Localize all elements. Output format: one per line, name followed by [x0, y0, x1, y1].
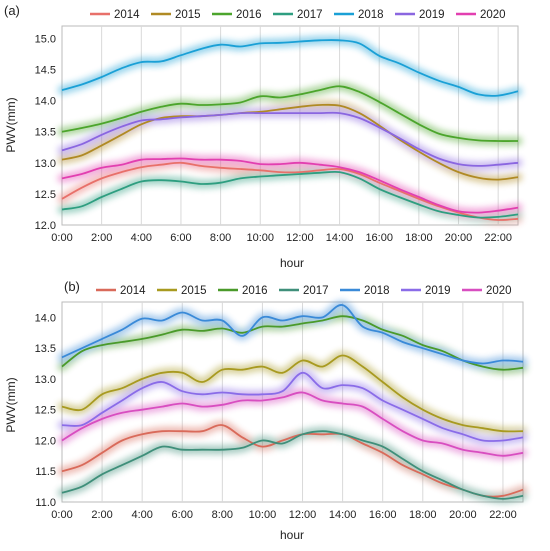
series-line-2019 [61, 371, 524, 442]
y-tick-label: 12.5 [35, 405, 56, 417]
series-line-2018 [61, 304, 524, 365]
legend-label-2017: 2017 [303, 285, 329, 297]
series-glow-2018 [57, 35, 523, 101]
series-line-2020 [61, 391, 524, 457]
x-tick-label: 0:00 [51, 509, 72, 521]
x-tick-label: 4:00 [131, 232, 152, 244]
y-tick-label: 12.0 [35, 220, 56, 232]
x-tick-label: 10:00 [249, 509, 277, 521]
series-line-2019 [61, 111, 519, 167]
x-tick-label: 6:00 [170, 232, 191, 244]
y-tick-label: 12.5 [35, 189, 56, 201]
x-ticks-b: 0:00 2:00 4:00 6:00 8:00 10:00 12:00 14:00 16:00… [51, 509, 516, 521]
legend-label-2015: 2015 [175, 9, 201, 21]
y-tick-label: 13.0 [35, 374, 56, 386]
x-tick-label: 18:00 [409, 509, 437, 521]
x-tick-label: 0:00 [51, 232, 72, 244]
y-tick-label: 12.0 [35, 435, 56, 447]
series-line-2017 [61, 170, 519, 219]
legend-label-2017: 2017 [297, 9, 323, 21]
x-tick-label: 2:00 [91, 232, 112, 244]
y-tick-label: 14.5 [35, 65, 56, 77]
x-tick-label: 6:00 [172, 509, 193, 521]
y-tick-label: 13.5 [35, 343, 56, 355]
glow-b [57, 300, 528, 504]
x-tick-label: 22:00 [489, 509, 517, 521]
panel-a: (a) 2014 2015 2016 2017 2018 2019 2020 12.012.… [4, 3, 523, 270]
panel-a-label: (a) [4, 3, 20, 18]
legend-label-2020: 2020 [480, 9, 506, 21]
x-tick-label: 18:00 [405, 232, 433, 244]
legend-label-2019: 2019 [419, 9, 445, 21]
y-tick-label: 11.0 [35, 497, 56, 509]
x-tick-label: 22:00 [484, 232, 512, 244]
y-axis-label-a: PWV(mm) [4, 97, 18, 152]
y-tick-label: 13.5 [35, 127, 56, 139]
y-tick-label: 14.0 [35, 96, 56, 108]
x-axis-label-b: hour [280, 528, 304, 542]
series-line-2014 [61, 161, 519, 221]
x-tick-label: 20:00 [445, 232, 473, 244]
x-tick-label: 12:00 [289, 509, 317, 521]
x-axis-label-a: hour [280, 256, 304, 270]
y-tick-label: 11.5 [35, 466, 56, 478]
series-line-2014 [61, 424, 524, 498]
series-line-2015 [61, 103, 519, 181]
series-line-2016 [61, 85, 519, 142]
x-tick-label: 2:00 [91, 509, 112, 521]
legend-label-2018: 2018 [364, 285, 390, 297]
grid-a [101, 26, 499, 225]
x-tick-label: 16:00 [369, 509, 397, 521]
x-tick-label: 14:00 [326, 232, 354, 244]
panel-b-label: (b) [64, 279, 80, 294]
y-tick-label: 15.0 [35, 33, 56, 45]
y-tick-label: 13.0 [35, 158, 56, 170]
lines-b [61, 304, 524, 500]
y-ticks-b: 11.0 11.5 12.0 12.5 13.0 13.5 14.0 [35, 312, 56, 509]
y-axis-label-b: PWV(mm) [4, 377, 18, 432]
legend-label-2016: 2016 [236, 9, 262, 21]
series-line-2020 [61, 157, 519, 214]
series-line-2015 [61, 354, 524, 433]
legend-label-2018: 2018 [358, 9, 384, 21]
legend-label-2014: 2014 [120, 285, 146, 297]
x-tick-label: 8:00 [210, 232, 231, 244]
x-tick-label: 8:00 [212, 509, 233, 521]
plot-a-frame [61, 25, 519, 226]
y-tick-label: 14.0 [35, 312, 56, 324]
legend-a: 2014 2015 2016 2017 2018 2019 2020 [90, 9, 506, 21]
legend-label-2019: 2019 [425, 285, 451, 297]
x-tick-label: 20:00 [449, 509, 477, 521]
x-ticks-a: 0:00 2:00 4:00 6:00 8:00 10:00 12:00 14:00 16:00… [51, 232, 512, 244]
plot-b-frame [61, 301, 524, 503]
legend-label-2014: 2014 [114, 9, 140, 21]
y-ticks-a: 12.0 12.5 13.0 13.5 14.0 14.5 15.0 [35, 33, 56, 232]
legend-label-2016: 2016 [242, 285, 268, 297]
panel-b: (b) 2014 2015 2016 2017 2018 2019 2020 11.011.… [4, 279, 528, 542]
series-line-2016 [61, 315, 524, 371]
series-line-2017 [61, 430, 524, 500]
x-tick-label: 16:00 [365, 232, 393, 244]
x-tick-label: 12:00 [286, 232, 314, 244]
x-tick-label: 14:00 [329, 509, 357, 521]
lines-a [61, 39, 519, 221]
x-tick-label: 4:00 [131, 509, 152, 521]
legend-label-2015: 2015 [181, 285, 207, 297]
legend-label-2020: 2020 [486, 285, 512, 297]
series-glow-2018 [57, 300, 528, 368]
series-line-2018 [61, 39, 519, 97]
x-tick-label: 10:00 [246, 232, 274, 244]
legend-b: 2014 2015 2016 2017 2018 2019 2020 [96, 285, 512, 297]
